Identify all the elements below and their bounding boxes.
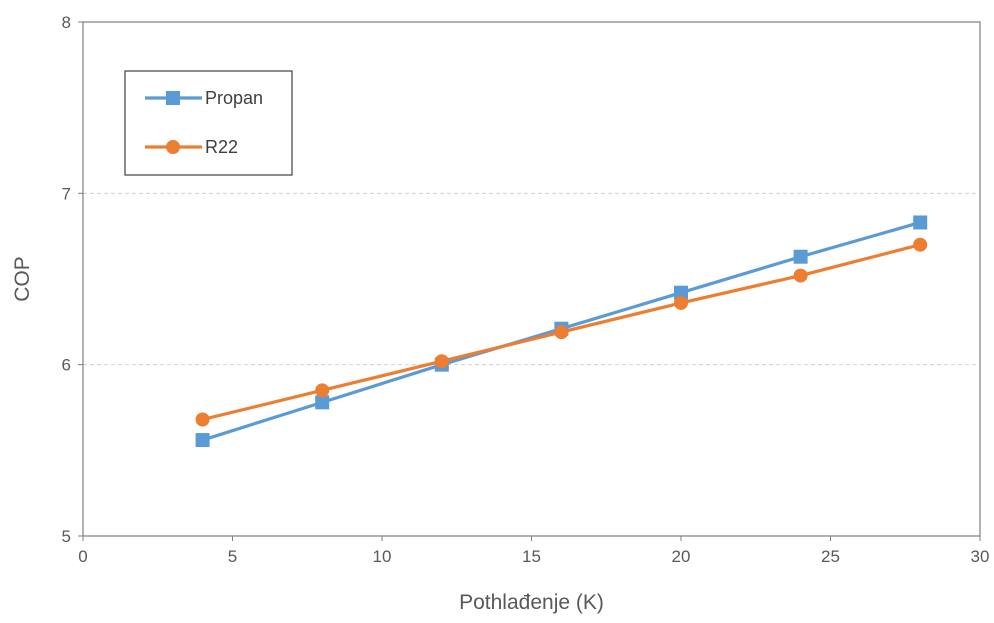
x-tick-label: 30 (971, 547, 990, 566)
data-point-r22[interactable] (434, 354, 449, 369)
data-point-propan[interactable] (195, 433, 210, 448)
x-tick-label: 20 (672, 547, 691, 566)
x-tick-label: 25 (821, 547, 840, 566)
data-point-propan[interactable] (674, 285, 688, 300)
x-tick-label: 15 (522, 547, 541, 566)
x-axis-title: Pothlađenje (K) (459, 591, 604, 614)
y-tick-label: 5 (62, 527, 71, 546)
legend-item-r22[interactable]: R22 (145, 137, 238, 157)
x-tick-label: 5 (228, 547, 237, 566)
series-layer (195, 215, 928, 448)
legend-marker-square-icon (166, 91, 180, 105)
data-point-r22[interactable] (554, 325, 569, 340)
y-tick-label: 6 (62, 356, 71, 375)
x-tick-label: 0 (78, 547, 87, 566)
legend: Propan R22 (124, 70, 293, 176)
x-tick-label: 10 (373, 547, 392, 566)
data-point-r22[interactable] (913, 237, 928, 252)
legend-label: Propan (205, 88, 263, 108)
legend-item-propan[interactable]: Propan (145, 88, 263, 108)
data-point-r22[interactable] (195, 412, 210, 427)
legend-box (124, 70, 293, 176)
legend-label: R22 (205, 137, 238, 157)
y-tick-label: 8 (62, 13, 71, 32)
data-point-propan[interactable] (913, 215, 928, 230)
data-point-propan[interactable] (315, 395, 330, 410)
legend-marker-circle-icon (166, 140, 180, 154)
data-point-r22[interactable] (793, 268, 808, 283)
y-axis-title: COP (11, 256, 34, 302)
series-r22 (195, 237, 928, 427)
y-tick-label: 7 (62, 184, 71, 203)
data-point-propan[interactable] (793, 249, 808, 264)
data-point-r22[interactable] (674, 295, 688, 310)
grid-layer (83, 192, 980, 366)
data-point-r22[interactable] (315, 383, 330, 398)
